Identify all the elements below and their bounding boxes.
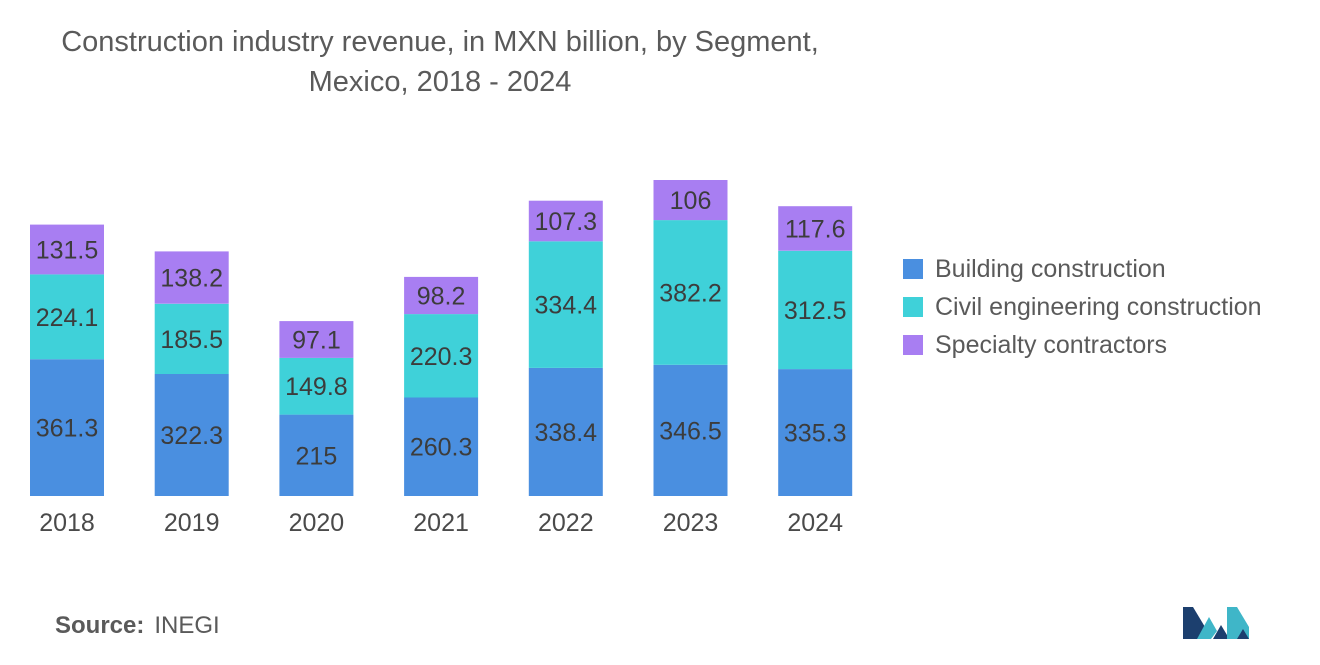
chart-title-line-2: Mexico, 2018 - 2024 [308, 66, 572, 98]
bar-civil-2024 [778, 250, 853, 370]
source-label: Source: [55, 612, 145, 639]
bar-civil-2022 [528, 241, 603, 368]
legend-label-civil: Civil engineering construction [935, 292, 1262, 321]
data-label-building-2019: 322.3 [160, 422, 223, 450]
bar-building-2024 [778, 369, 853, 496]
bar-specialty-2019 [154, 251, 229, 304]
bar-specialty-2018 [30, 224, 104, 275]
chart-title-line-1: Construction industry revenue, in MXN bi… [61, 26, 819, 58]
bar-specialty-2023 [653, 180, 728, 221]
legend: Building construction Civil engineering … [903, 250, 1262, 364]
bar-building-2022 [528, 367, 603, 496]
bar-building-2018 [30, 359, 104, 496]
legend-swatch-specialty [903, 335, 923, 355]
data-label-civil-2020: 149.8 [285, 373, 348, 401]
x-tick-label-2020: 2020 [289, 509, 345, 537]
data-label-specialty-2021: 98.2 [417, 283, 466, 311]
source-note: Source: INEGI [55, 612, 220, 640]
data-label-civil-2024: 312.5 [784, 297, 847, 325]
x-tick-label-2021: 2021 [413, 509, 469, 537]
chart-title: Construction industry revenue, in MXN bi… [20, 22, 860, 102]
bar-building-2021 [404, 397, 479, 496]
x-tick-label-2019: 2019 [164, 509, 220, 537]
x-tick-label-2018: 2018 [39, 509, 95, 537]
x-tick-label-2022: 2022 [538, 509, 594, 537]
legend-label-building: Building construction [935, 254, 1166, 283]
data-label-specialty-2020: 97.1 [292, 327, 341, 355]
mordor-logo-icon [1183, 603, 1251, 644]
legend-item-specialty: Specialty contractors [903, 326, 1262, 364]
data-label-civil-2019: 185.5 [160, 326, 223, 354]
x-tick-label-2024: 2024 [787, 509, 843, 537]
data-label-specialty-2024: 117.6 [785, 216, 846, 244]
source-value: INEGI [154, 612, 220, 639]
data-label-civil-2022: 334.4 [535, 292, 598, 320]
bar-civil-2023 [653, 220, 728, 365]
bar-specialty-2021 [404, 276, 479, 315]
bar-civil-2019 [154, 303, 229, 374]
x-tick-label-2023: 2023 [663, 509, 719, 537]
data-label-building-2020: 215 [296, 442, 338, 470]
data-label-building-2024: 335.3 [784, 420, 847, 448]
data-label-building-2018: 361.3 [36, 415, 99, 443]
data-label-building-2022: 338.4 [535, 419, 598, 447]
bar-specialty-2020 [279, 321, 354, 358]
bar-building-2019 [154, 374, 229, 496]
legend-item-building: Building construction [903, 250, 1262, 288]
legend-item-civil: Civil engineering construction [903, 288, 1262, 326]
data-label-specialty-2022: 107.3 [535, 208, 598, 236]
bar-civil-2021 [404, 314, 479, 398]
bar-civil-2020 [279, 357, 354, 415]
data-label-specialty-2018: 131.5 [36, 237, 99, 265]
bar-specialty-2024 [778, 206, 853, 251]
data-label-specialty-2023: 106 [670, 187, 712, 215]
legend-swatch-civil [903, 297, 923, 317]
data-label-civil-2021: 220.3 [410, 343, 473, 371]
data-label-civil-2023: 382.2 [659, 280, 722, 308]
bar-building-2020 [279, 414, 354, 496]
legend-swatch-building [903, 259, 923, 279]
data-label-civil-2018: 224.1 [36, 304, 99, 332]
bar-civil-2018 [30, 274, 104, 360]
data-label-specialty-2019: 138.2 [160, 265, 223, 293]
data-label-building-2023: 346.5 [659, 417, 722, 445]
stacked-bar-chart: 361.3 224.1 131.5 2018 322.3 185.5 138.2 2019 21… [30, 180, 853, 537]
data-label-building-2021: 260.3 [410, 434, 473, 462]
legend-label-specialty: Specialty contractors [935, 330, 1168, 359]
bar-specialty-2022 [528, 200, 603, 242]
bar-building-2023 [653, 364, 728, 496]
